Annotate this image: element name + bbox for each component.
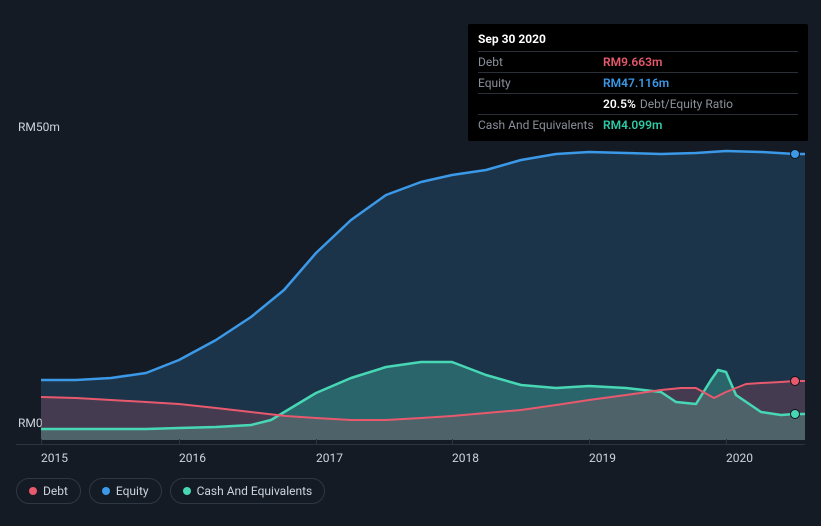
legend-item-debt[interactable]: Debt <box>16 478 81 504</box>
tooltip-value: RM9.663m <box>603 53 662 71</box>
tooltip-label: Equity <box>478 74 603 92</box>
legend-item-cash-and-equivalents[interactable]: Cash And Equivalents <box>170 478 326 504</box>
marker-debt <box>791 377 800 386</box>
tooltip-label <box>478 95 603 113</box>
y-axis-label: RM50m <box>18 120 60 134</box>
tooltip-label: Cash And Equivalents <box>478 116 603 134</box>
legend-label: Debt <box>43 484 68 498</box>
tooltip-row: Cash And EquivalentsRM4.099m <box>478 115 798 135</box>
marker-equity <box>791 150 800 159</box>
x-axis-tick: 2016 <box>179 445 206 465</box>
x-axis-tick: 2015 <box>41 445 68 465</box>
tooltip-date: Sep 30 2020 <box>478 30 798 52</box>
tooltip-value: RM47.116m <box>603 74 669 92</box>
tooltip-label: Debt <box>478 53 603 71</box>
x-axis-tick: 2019 <box>589 445 616 465</box>
x-axis-tick: 2020 <box>726 445 753 465</box>
x-axis: 2015 2016 2017 2018 2019 2020 <box>16 444 805 474</box>
x-axis-tick: 2017 <box>316 445 343 465</box>
legend-dot-icon <box>29 487 37 495</box>
tooltip-value: RM4.099m <box>603 116 662 134</box>
legend-item-equity[interactable]: Equity <box>89 478 162 504</box>
legend-dot-icon <box>102 487 110 495</box>
legend-label: Equity <box>116 484 149 498</box>
tooltip-row: EquityRM47.116m <box>478 73 798 94</box>
chart-tooltip: Sep 30 2020DebtRM9.663mEquityRM47.116m20… <box>468 24 808 141</box>
chart-svg <box>16 140 805 440</box>
legend: Debt Equity Cash And Equivalents <box>16 478 325 504</box>
legend-label: Cash And Equivalents <box>197 484 313 498</box>
chart-area <box>16 140 805 440</box>
marker-cash-and-equivalents <box>791 410 800 419</box>
tooltip-row: 20.5%Debt/Equity Ratio <box>478 94 798 115</box>
legend-dot-icon <box>183 487 191 495</box>
x-axis-tick: 2018 <box>452 445 479 465</box>
tooltip-value: 20.5% <box>603 95 636 113</box>
tooltip-suffix: Debt/Equity Ratio <box>640 95 733 113</box>
tooltip-row: DebtRM9.663m <box>478 52 798 73</box>
